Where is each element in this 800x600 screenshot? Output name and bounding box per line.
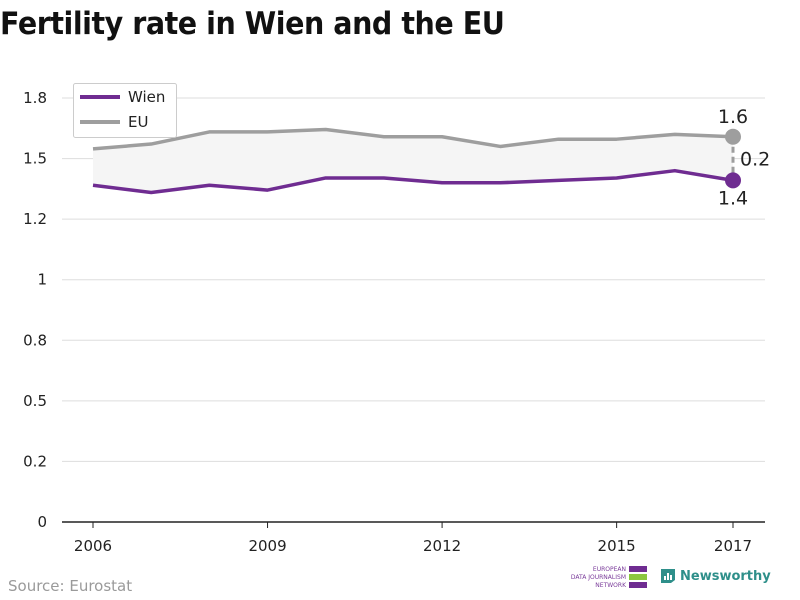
- y-tick-label: 1: [37, 271, 47, 289]
- newsworthy-logo: Newsworthy: [660, 566, 771, 586]
- eu-last-point: [725, 128, 741, 145]
- legend: Wien EU: [73, 83, 177, 138]
- edjnet-bar-2: [629, 574, 647, 580]
- edjnet-bar-3: [629, 582, 647, 588]
- chart-title: Fertility rate in Wien and the EU: [0, 6, 505, 42]
- wien-last-label: 1.4: [718, 187, 748, 209]
- legend-label: Wien: [128, 88, 165, 106]
- y-tick-label: 0.5: [23, 392, 47, 410]
- x-tick-label: 2009: [248, 537, 286, 555]
- edjnet-logo: EUROPEAN DATA JOURNALISM NETWORK: [566, 566, 648, 590]
- gap-area: [93, 129, 733, 193]
- newsworthy-icon: [661, 569, 675, 583]
- difference-band: [93, 129, 733, 193]
- gap-label: 0.2: [740, 149, 770, 171]
- y-tick-label: 0: [37, 513, 47, 531]
- series-lines: [92, 127, 734, 195]
- legend-label: EU: [128, 113, 148, 131]
- annotations: 1.6 1.4 0.2: [718, 106, 770, 210]
- axes: 0 0.2 0.5 0.8 1 1.2 1.5 1.8 2006 2009 2012 2015 2017: [23, 89, 765, 555]
- y-tick-label: 1.2: [23, 210, 47, 228]
- eu-last-label: 1.6: [718, 106, 748, 128]
- x-tick-label: 2006: [74, 537, 112, 555]
- edjnet-line-3: NETWORK: [595, 582, 626, 589]
- edjnet-bar-1: [629, 566, 647, 572]
- x-tick-label: 2015: [598, 537, 636, 555]
- edjnet-line-1: EUROPEAN: [592, 566, 626, 573]
- y-tick-label: 1.5: [23, 150, 47, 168]
- y-tick-label: 1.8: [23, 89, 47, 107]
- source-note: Source: Eurostat: [8, 577, 133, 595]
- wien-line: [92, 168, 734, 195]
- y-tick-label: 0.2: [23, 452, 47, 470]
- edjnet-line-2: DATA JOURNALISM: [570, 574, 626, 581]
- eu-line: [92, 127, 734, 151]
- x-tick-label: 2017: [714, 537, 752, 555]
- y-tick-label: 0.8: [23, 331, 47, 349]
- wien-last-point: [725, 172, 741, 189]
- x-tick-label: 2012: [423, 537, 461, 555]
- newsworthy-text: Newsworthy: [680, 568, 771, 584]
